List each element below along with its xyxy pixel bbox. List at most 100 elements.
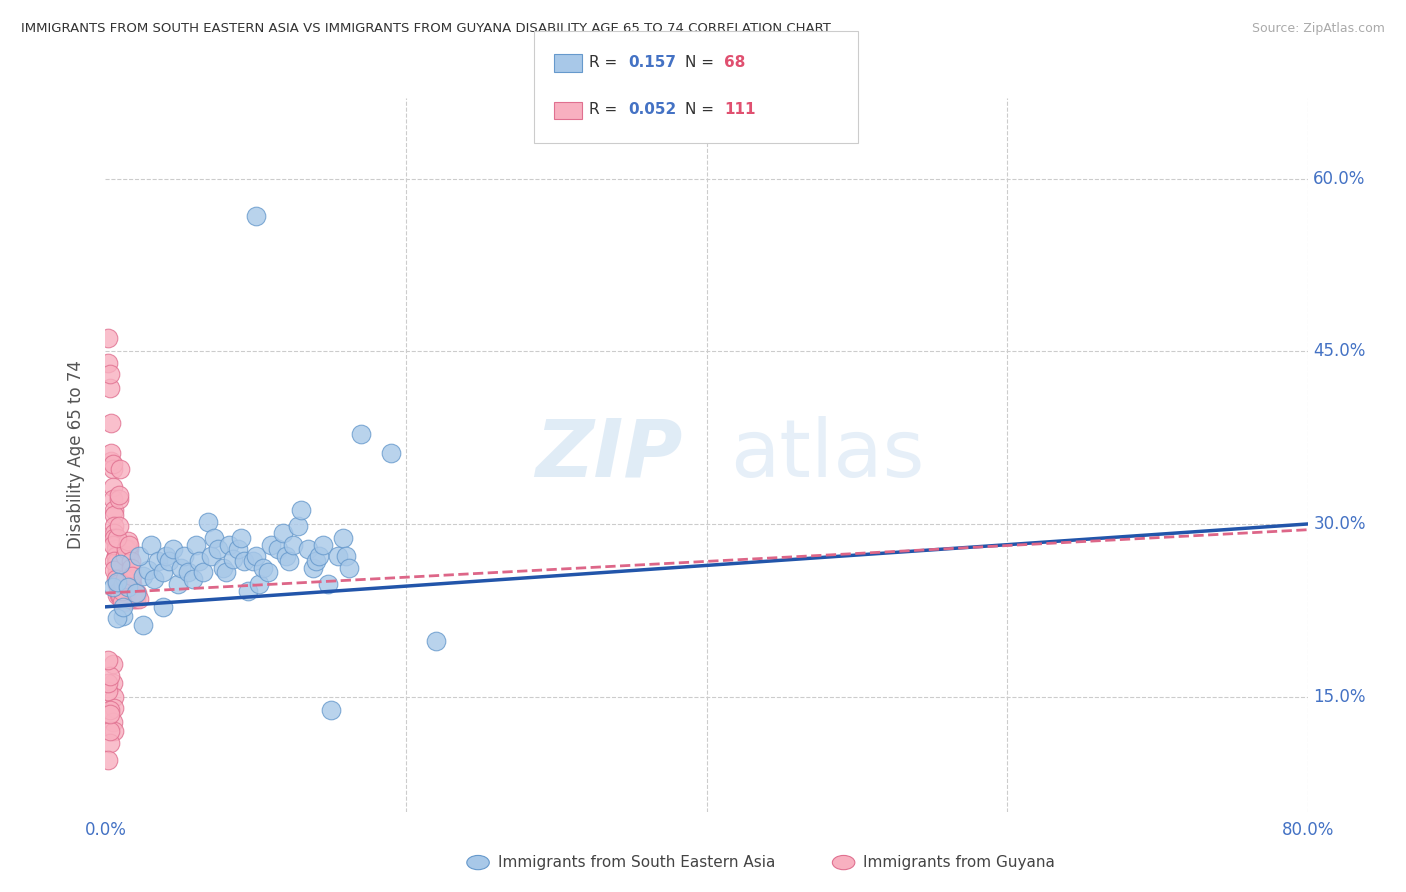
Point <box>97 675 120 690</box>
Point <box>117 580 139 594</box>
Point <box>108 583 131 598</box>
Point <box>120 560 142 574</box>
Point <box>114 591 136 606</box>
Point <box>120 580 142 594</box>
Point <box>114 588 136 602</box>
Point <box>177 566 200 580</box>
Point <box>125 586 148 600</box>
Point <box>115 591 138 606</box>
Point <box>108 577 131 591</box>
Point <box>112 599 135 614</box>
Text: 0.052: 0.052 <box>628 103 676 117</box>
Point <box>103 690 125 704</box>
Point <box>335 549 357 564</box>
Point <box>111 583 134 598</box>
Point <box>117 572 139 586</box>
Point <box>111 586 134 600</box>
Point <box>103 701 125 715</box>
Point <box>283 538 305 552</box>
Point <box>111 583 134 598</box>
Point <box>120 572 142 586</box>
Point <box>267 542 290 557</box>
Point <box>98 736 121 750</box>
Point <box>107 572 129 586</box>
Point <box>290 503 312 517</box>
Point <box>110 588 132 602</box>
Point <box>152 599 174 614</box>
Point <box>101 457 124 471</box>
Point <box>118 560 141 574</box>
Point <box>287 519 309 533</box>
Point <box>101 580 124 594</box>
Text: 30.0%: 30.0% <box>1313 515 1365 533</box>
Point <box>98 724 121 739</box>
Point <box>124 586 146 600</box>
Point <box>117 583 139 598</box>
Point <box>380 445 402 459</box>
Point <box>157 554 180 568</box>
Point <box>118 542 141 557</box>
Point <box>114 572 136 586</box>
Point <box>110 583 132 598</box>
Point <box>103 503 125 517</box>
Point <box>256 566 278 580</box>
Point <box>98 669 121 683</box>
Point <box>187 554 209 568</box>
Text: Source: ZipAtlas.com: Source: ZipAtlas.com <box>1251 22 1385 36</box>
Point <box>136 563 159 577</box>
Point <box>245 549 267 564</box>
Point <box>155 549 177 564</box>
Point <box>97 753 120 767</box>
Point <box>103 724 125 739</box>
Point <box>124 591 146 606</box>
Point <box>111 595 134 609</box>
Point <box>110 583 132 598</box>
Point <box>308 549 330 564</box>
Point <box>112 588 135 602</box>
Point <box>425 634 447 648</box>
Text: 111: 111 <box>724 103 755 117</box>
Text: 60.0%: 60.0% <box>1313 169 1365 187</box>
Point <box>118 554 141 568</box>
Point <box>112 586 135 600</box>
Point <box>260 538 283 552</box>
Point <box>107 566 129 580</box>
Point <box>107 577 129 591</box>
Point <box>121 580 143 594</box>
Point <box>114 588 136 602</box>
Point <box>97 330 120 344</box>
Point <box>103 519 125 533</box>
Point <box>121 568 143 582</box>
Point <box>98 381 121 395</box>
Point <box>97 356 120 370</box>
Point <box>103 508 125 522</box>
Point <box>103 531 125 545</box>
Text: 68: 68 <box>724 55 745 70</box>
Point <box>118 538 141 552</box>
Point <box>139 538 162 552</box>
Point <box>122 591 145 606</box>
Point <box>104 572 127 586</box>
Point <box>100 416 122 430</box>
Point <box>202 531 225 545</box>
Point <box>104 558 127 572</box>
Point <box>128 549 150 564</box>
Point <box>103 563 125 577</box>
Point <box>121 577 143 591</box>
Point <box>118 549 141 564</box>
Point <box>108 491 131 506</box>
Point <box>100 445 122 459</box>
Point <box>242 554 264 568</box>
Point <box>132 618 155 632</box>
Point <box>169 560 191 574</box>
Point <box>117 549 139 564</box>
Point <box>152 566 174 580</box>
Point <box>207 542 229 557</box>
Point <box>98 368 121 382</box>
Point <box>104 542 127 557</box>
Point <box>214 566 236 580</box>
Point <box>108 577 131 591</box>
Point <box>122 588 145 602</box>
Point <box>297 542 319 557</box>
Point <box>128 591 150 606</box>
